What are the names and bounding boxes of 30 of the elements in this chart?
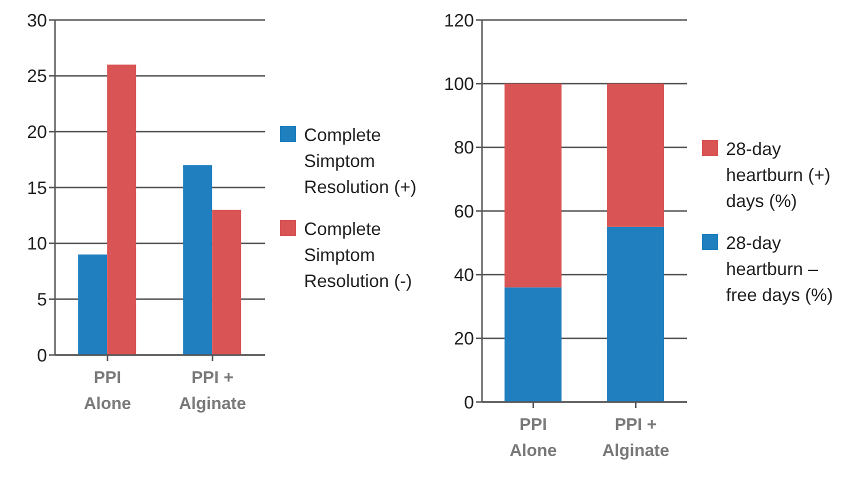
legend-label: 28-day heartburn (+) days (%) xyxy=(726,138,832,213)
bar xyxy=(212,210,242,355)
bar xyxy=(607,226,664,402)
x-tick-label: PPI + Alginate xyxy=(178,368,246,413)
y-tick-label: 20 xyxy=(26,122,47,142)
y-tick-label: 40 xyxy=(454,265,474,286)
y-tick-label: 25 xyxy=(26,66,47,86)
legend-label: Complete Simptom Resolution (+) xyxy=(304,124,418,199)
y-tick-label: 80 xyxy=(454,138,474,158)
y-tick-label: 10 xyxy=(26,234,47,254)
y-tick-label: 15 xyxy=(26,178,47,198)
bar xyxy=(107,64,136,355)
x-tick-label: PPI Alone xyxy=(84,368,132,413)
x-tick-label: PPI + Alginate xyxy=(602,415,670,460)
bar xyxy=(504,287,562,402)
y-tick-label: 0 xyxy=(36,345,47,366)
legend-label: Complete Simptom Resolution (-) xyxy=(304,218,414,293)
y-tick-label: 30 xyxy=(26,10,47,30)
legend-label: 28-day heartburn – free days (%) xyxy=(726,232,834,307)
y-tick-label: 20 xyxy=(454,328,474,349)
x-tick-label: PPI Alone xyxy=(510,415,557,460)
y-tick-label: 60 xyxy=(454,201,474,222)
y-tick-label: 0 xyxy=(464,392,474,412)
y-tick-label: 100 xyxy=(444,74,474,94)
y-tick-label: 5 xyxy=(36,290,47,310)
y-tick-label: 120 xyxy=(444,10,474,30)
bar xyxy=(78,254,108,355)
bar xyxy=(504,84,562,288)
bar xyxy=(607,84,664,227)
bar xyxy=(183,165,212,355)
